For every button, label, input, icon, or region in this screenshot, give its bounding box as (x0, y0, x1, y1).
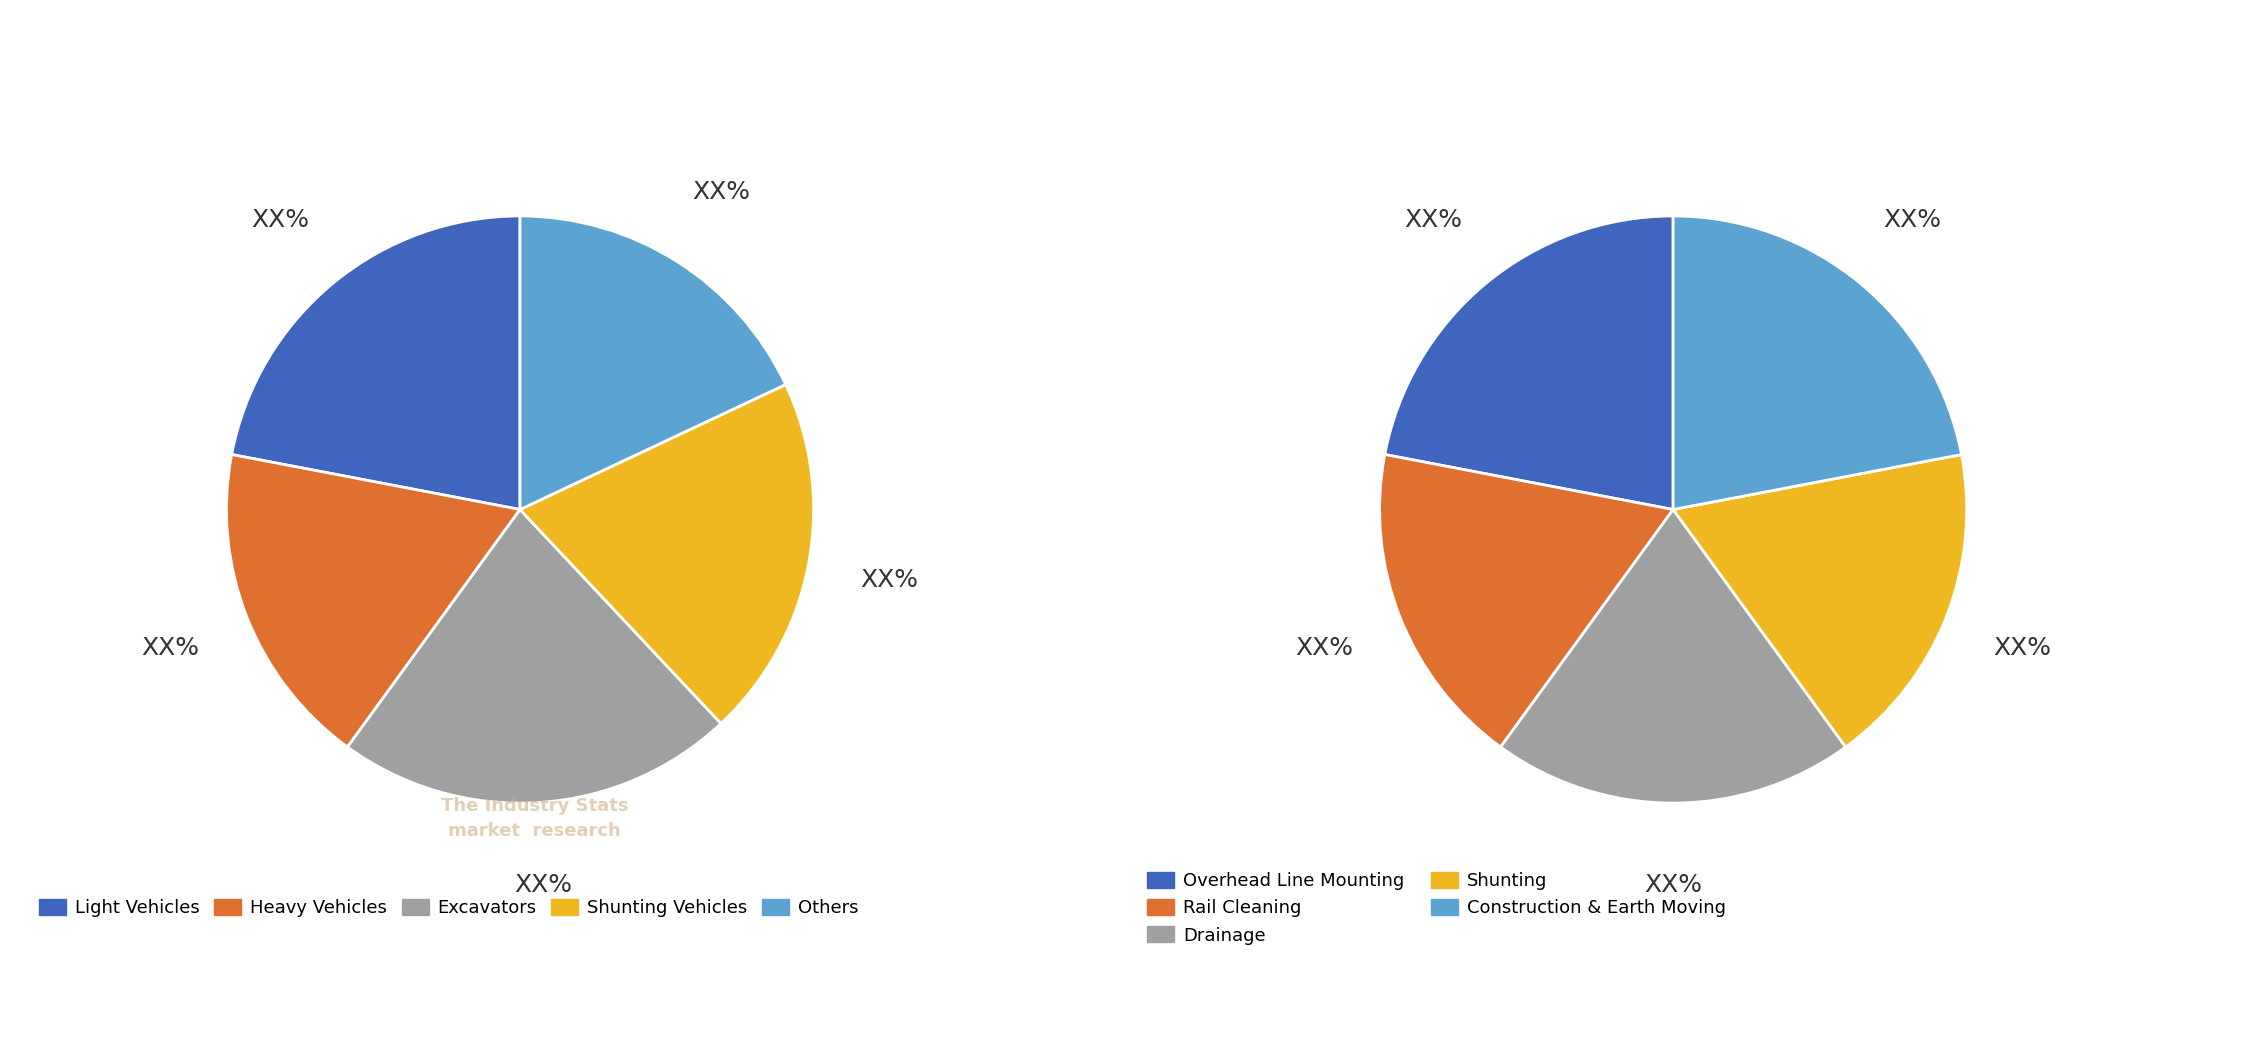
Wedge shape (226, 454, 520, 747)
Text: XX%: XX% (1883, 208, 1942, 232)
Wedge shape (1379, 454, 1673, 747)
Wedge shape (231, 216, 520, 509)
Text: XX%: XX% (692, 181, 751, 204)
Wedge shape (1673, 216, 1963, 509)
Text: XX%: XX% (142, 636, 199, 660)
Legend: Light Vehicles, Heavy Vehicles, Excavators, Shunting Vehicles, Others: Light Vehicles, Heavy Vehicles, Excavato… (32, 892, 866, 924)
Text: The Industry Stats
market  research: The Industry Stats market research (441, 797, 629, 840)
Text: XX%: XX% (516, 872, 572, 897)
Legend: Overhead Line Mounting, Rail Cleaning, Drainage, Shunting, Construction & Earth : Overhead Line Mounting, Rail Cleaning, D… (1140, 865, 1734, 951)
Text: XX%: XX% (251, 208, 310, 232)
Text: Source: Theindustrystats Analysis: Source: Theindustrystats Analysis (23, 999, 398, 1018)
Text: XX%: XX% (859, 568, 918, 592)
Text: XX%: XX% (1644, 873, 1703, 898)
Wedge shape (1673, 454, 1967, 747)
Text: XX%: XX% (1296, 636, 1352, 660)
Wedge shape (1384, 216, 1673, 509)
Text: Email: sales@theindustrystats.com: Email: sales@theindustrystats.com (938, 999, 1323, 1018)
Text: XX%: XX% (1994, 636, 2051, 660)
Wedge shape (520, 384, 814, 723)
Text: XX%: XX% (1404, 208, 1463, 232)
Text: Fig. Global Road-Rail Vehicles Market Share by Product Types & Application: Fig. Global Road-Rail Vehicles Market Sh… (27, 41, 1180, 70)
Wedge shape (1501, 509, 1845, 803)
Text: Website: www.theindustrystats.com: Website: www.theindustrystats.com (1840, 999, 2238, 1018)
Wedge shape (348, 509, 721, 803)
Wedge shape (520, 216, 785, 509)
